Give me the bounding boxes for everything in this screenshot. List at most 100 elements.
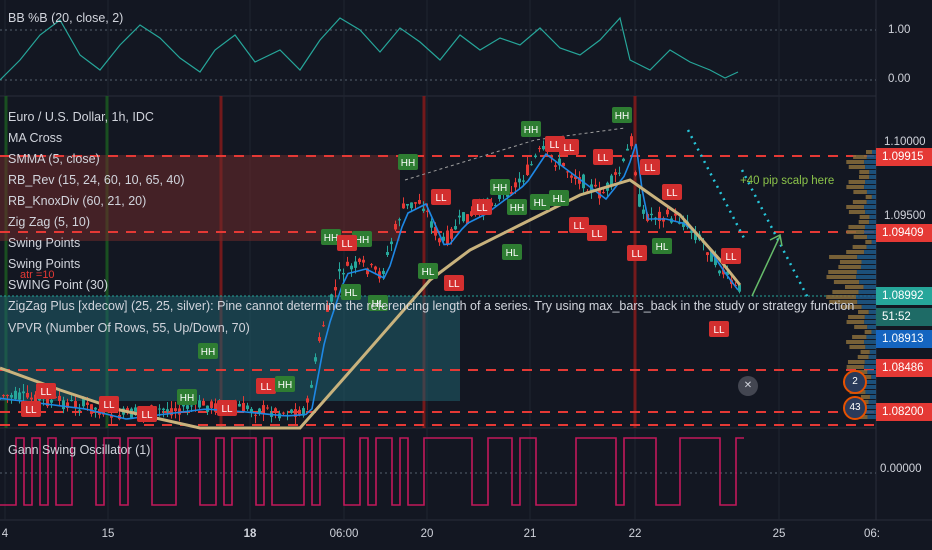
vpvr-bar-down	[864, 405, 876, 409]
legend-vpvr[interactable]: VPVR (Number Of Rows, 55, Up/Down, 70)	[8, 321, 250, 335]
close-icon[interactable]: ✕	[738, 376, 758, 396]
candle-body	[562, 162, 565, 167]
candle-body	[46, 397, 49, 407]
candle-body	[174, 408, 177, 412]
swing-label-text: LL	[713, 325, 725, 336]
candle-body	[298, 409, 301, 416]
candle-body	[642, 209, 645, 214]
price-badge-109915: 1.09915	[876, 148, 932, 166]
bbpb-tick-1: 1.00	[888, 24, 911, 36]
swing-label-box	[137, 406, 157, 422]
vpvr-bar-down	[866, 245, 876, 249]
swing-label-box	[627, 245, 647, 261]
vpvr-bar-up	[847, 360, 865, 364]
gann-line	[0, 437, 744, 506]
vpvr-bar-up	[833, 280, 860, 284]
swing-label-box	[341, 284, 361, 300]
candle-body	[282, 412, 285, 414]
swing-label-box	[612, 107, 632, 123]
price-badge-last: 1.08992	[876, 287, 932, 305]
vpvr-bar-down	[864, 385, 876, 389]
vpvr-bar-down	[871, 330, 876, 334]
swing-label-box	[431, 189, 451, 205]
vpvr-bar-up	[865, 195, 872, 199]
vpvr-bar-up	[860, 350, 870, 354]
time-tick-7: 25	[772, 528, 786, 540]
candle-body	[318, 337, 321, 341]
swing-label-box	[490, 179, 510, 195]
candle-body	[518, 178, 521, 183]
candle-body	[638, 194, 641, 207]
candle-body	[238, 403, 241, 407]
gann-tick-0: 0.00000	[880, 463, 922, 475]
gann-legend[interactable]: Gann Swing Oscillator (1)	[8, 440, 150, 461]
scalp-arrow	[751, 233, 783, 297]
legend-symbol[interactable]: Euro / U.S. Dollar, 1h, IDC	[8, 110, 154, 124]
atr-label: atr =10	[20, 269, 55, 281]
swing-label-box	[587, 225, 607, 241]
legend-smma[interactable]: SMMA (5, close)	[8, 152, 100, 166]
bbpb-legend[interactable]: BB %B (20, close, 2)	[8, 8, 123, 29]
swing-label-text: LL	[573, 221, 585, 232]
candle-body	[190, 405, 193, 407]
vpvr-bar-up	[826, 275, 857, 279]
candle-body	[470, 211, 473, 216]
candle-body	[434, 226, 437, 236]
candle-body	[738, 284, 741, 292]
swing-label-text: HL	[506, 248, 519, 259]
candle-body	[306, 398, 309, 403]
candle-body	[70, 400, 73, 402]
swing-label-text: LL	[260, 382, 272, 393]
swing-label-text: LL	[666, 188, 678, 199]
vpvr-bar-up	[846, 160, 865, 164]
candle-body	[266, 407, 269, 409]
candle-body	[322, 325, 325, 327]
main-legend[interactable]: Euro / U.S. Dollar, 1h, IDC MA Cross SMM…	[8, 107, 185, 296]
vpvr-bar-up	[846, 250, 865, 254]
candle-body	[58, 395, 61, 402]
vpvr-bar-down	[866, 335, 876, 339]
legend-ma-cross[interactable]: MA Cross	[8, 131, 63, 145]
vpvr-bar-down	[869, 170, 876, 174]
candle-body	[402, 203, 405, 209]
swing-label-text: HH	[278, 380, 292, 391]
vpvr-bar-down	[871, 195, 876, 199]
candle-body	[718, 270, 721, 274]
swing-label-text: LL	[549, 140, 561, 151]
candle-body	[166, 409, 169, 412]
candle-body	[430, 221, 433, 228]
vpvr-bar-down	[864, 410, 876, 414]
candle-body	[134, 407, 137, 415]
event-count-badge[interactable]: 43	[843, 396, 867, 420]
vpvr-bar-down	[866, 190, 876, 194]
legend-rb-knoxdiv[interactable]: RB_KnoxDiv (60, 21, 20)	[8, 194, 147, 208]
price-badge-108913: 1.08913	[876, 330, 932, 348]
candle-body	[522, 180, 525, 182]
candle-body	[450, 228, 453, 239]
alert-count-badge[interactable]: 2	[843, 370, 867, 394]
legend-swing-points-1[interactable]: Swing Points	[8, 236, 81, 250]
zigzag-warning[interactable]: ZigZag Plus [xdecow] (25, 25, silver): P…	[8, 299, 855, 313]
legend-swing-points-2[interactable]: Swing Points	[8, 257, 81, 271]
candle-body	[542, 145, 545, 150]
swing-label-text: LL	[40, 387, 52, 398]
candle-body	[350, 265, 353, 270]
swing-label-box	[198, 343, 218, 359]
candle-body	[10, 395, 13, 398]
swing-label-text: LL	[644, 163, 656, 174]
vpvr-legend[interactable]: VPVR (Number Of Rows, 55, Up/Down, 70)	[8, 318, 250, 339]
legend-zigzag[interactable]: Zig Zag (5, 10)	[8, 215, 90, 229]
candle-body	[394, 223, 397, 230]
candle-body	[442, 236, 445, 241]
vpvr-bar-up	[853, 235, 868, 239]
candle-body	[74, 401, 77, 408]
legend-rb-rev[interactable]: RB_Rev (15, 24, 60, 10, 65, 40)	[8, 173, 185, 187]
swing-label-box	[549, 190, 569, 206]
swing-label-text: LL	[448, 279, 460, 290]
swing-label-text: HH	[355, 235, 369, 246]
legend-swing-point-30[interactable]: SWING Point (30)	[8, 278, 109, 292]
support-zone	[0, 296, 460, 401]
swing-label-box	[530, 194, 550, 210]
candle-body	[722, 269, 725, 275]
